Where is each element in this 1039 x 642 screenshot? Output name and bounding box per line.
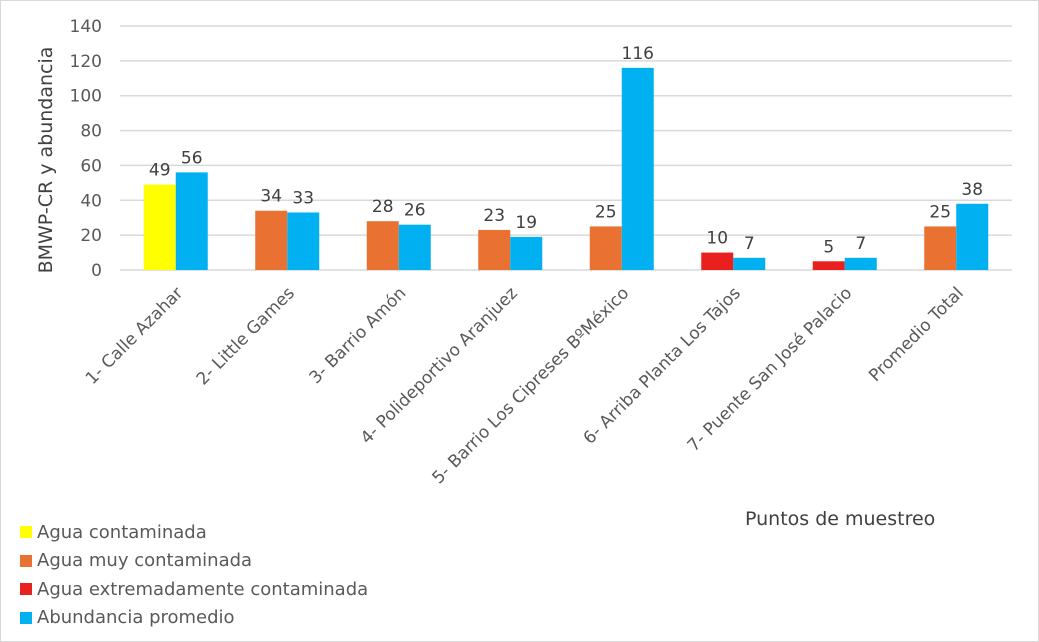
legend-label: Agua muy contaminada <box>37 550 253 572</box>
legend-swatch <box>20 554 32 567</box>
bar-abundancia <box>398 224 431 270</box>
x-tick-label: Promedio Total <box>865 283 968 386</box>
y-tick-label: 60 <box>80 156 102 176</box>
y-tick-label: 80 <box>80 122 102 142</box>
legend-item-agua-muy-contaminada: Agua muy contaminada <box>20 547 368 576</box>
bar-abundancia <box>621 67 654 270</box>
legend-item-agua-contaminada: Agua contaminada <box>20 518 368 547</box>
legend: Agua contaminada Agua muy contaminada Ag… <box>20 518 368 632</box>
legend-swatch <box>20 611 32 624</box>
y-tick-label: 20 <box>80 226 102 246</box>
data-label: 25 <box>929 202 951 222</box>
data-label: 34 <box>260 187 282 207</box>
data-label: 38 <box>961 180 983 200</box>
data-label: 28 <box>372 197 394 217</box>
data-label: 19 <box>515 213 537 233</box>
bar-bmwp <box>143 184 176 270</box>
y-tick-label: 120 <box>70 52 102 72</box>
legend-swatch <box>20 583 32 596</box>
bar-abundancia <box>844 257 877 270</box>
x-tick-label: 2- Little Games <box>193 283 299 389</box>
x-tick-label: 1- Calle Azahar <box>82 283 187 388</box>
x-axis-title: Puntos de muestreo <box>745 508 935 530</box>
data-label: 5 <box>823 237 834 257</box>
bar-abundancia <box>287 212 320 270</box>
bar-bmwp <box>701 252 734 270</box>
data-label: 33 <box>292 188 314 208</box>
data-label: 26 <box>404 201 426 221</box>
bar-bmwp <box>255 210 288 270</box>
legend-swatch <box>20 526 32 539</box>
y-tick-label: 40 <box>80 191 102 211</box>
bar-bmwp <box>366 221 399 270</box>
data-label: 10 <box>706 229 728 249</box>
bar-bmwp <box>589 226 622 270</box>
data-label: 23 <box>483 206 505 226</box>
y-axis-title: BMWP-CR y abundancia <box>35 47 57 274</box>
legend-item-agua-extremadamente-contaminada: Agua extremadamente contaminada <box>20 575 368 604</box>
legend-label: Agua contaminada <box>37 521 207 543</box>
x-tick-label: 5- Barrio Los Cipreses BºMéxico <box>429 283 634 488</box>
bar-abundancia <box>175 172 208 270</box>
legend-item-abundancia-promedio: Abundancia promedio <box>20 604 368 633</box>
legend-label: Agua extremadamente contaminada <box>37 578 369 600</box>
bar-bmwp <box>478 229 511 270</box>
legend-label: Abundancia promedio <box>37 607 235 629</box>
y-tick-label: 140 <box>70 17 102 37</box>
bar-abundancia <box>510 236 543 270</box>
data-label: 56 <box>181 148 203 168</box>
y-tick-label: 100 <box>70 87 102 107</box>
bar-bmwp <box>924 226 957 270</box>
bar-bmwp <box>812 261 845 270</box>
x-tick-label: 3- Barrio Amón <box>306 283 411 388</box>
bar-abundancia <box>733 257 766 270</box>
data-label: 7 <box>855 234 866 254</box>
data-label: 25 <box>595 202 617 222</box>
y-tick-label: 0 <box>91 261 102 281</box>
data-label: 116 <box>622 44 654 64</box>
bar-abundancia <box>956 203 989 270</box>
data-label: 7 <box>744 234 755 254</box>
data-label: 49 <box>149 161 171 181</box>
